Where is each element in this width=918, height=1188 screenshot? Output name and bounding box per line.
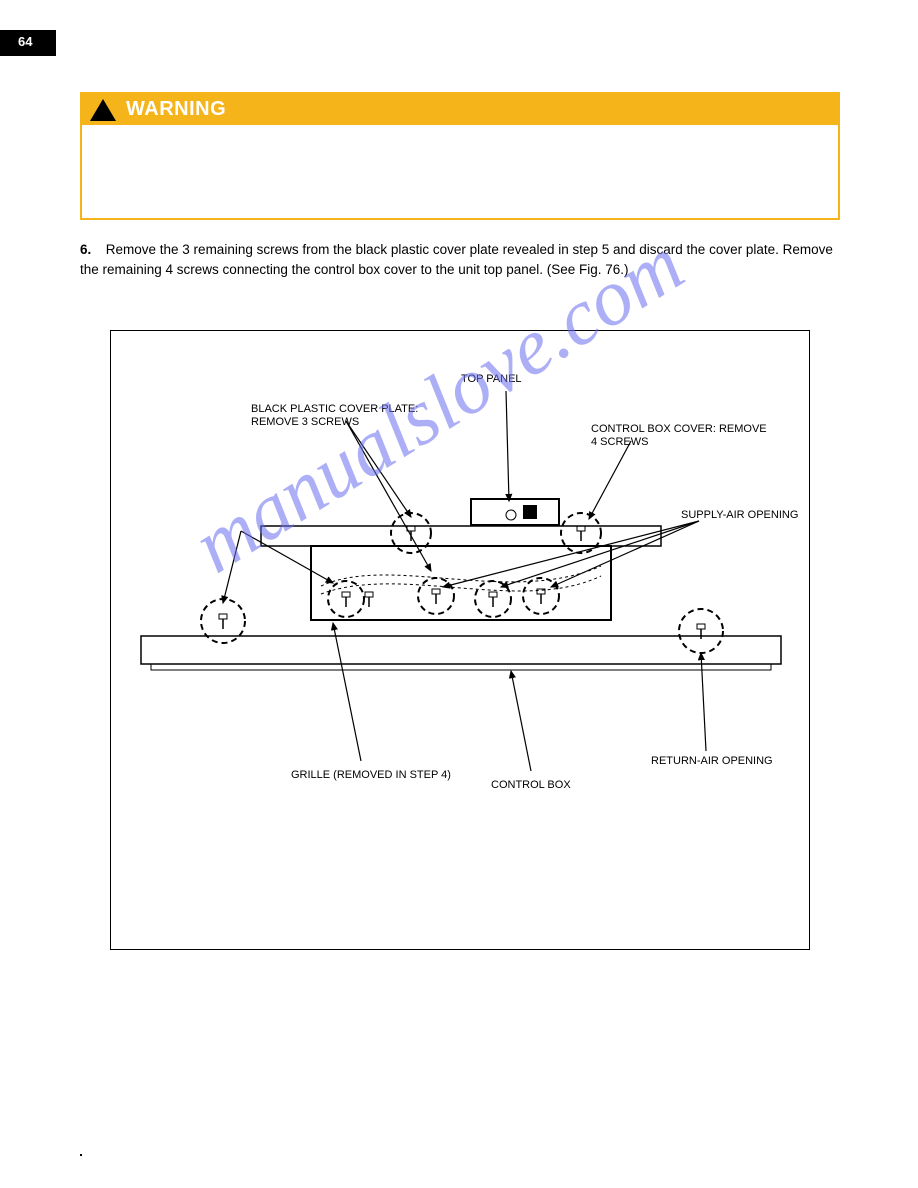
step-body: Remove the 3 remaining screws from the b… bbox=[80, 242, 833, 277]
fig-label-tl: BLACK PLASTIC COVER PLATE: REMOVE 3 SCRE… bbox=[251, 403, 421, 428]
step-text: 6. Remove the 3 remaining screws from th… bbox=[80, 240, 840, 279]
warning-icon bbox=[90, 99, 116, 121]
warning-box: WARNING Personal Injury Hazard. Failure … bbox=[80, 92, 840, 220]
fig-label-tr: CONTROL BOX COVER: REMOVE 4 SCREWS bbox=[591, 423, 771, 448]
footer-bar bbox=[80, 1154, 82, 1156]
warning-line1: Failure to follow this warning could res… bbox=[96, 153, 824, 170]
fig-label-r1: SUPPLY-AIR OPENING bbox=[681, 509, 801, 522]
fig-label-br: RETURN-AIR OPENING bbox=[651, 755, 801, 768]
fig-label-top: TOP PANEL bbox=[461, 373, 601, 386]
page-number: 64 bbox=[18, 34, 32, 49]
warning-line2: Disconnect all electrical power to the i… bbox=[96, 170, 824, 204]
page: 64 WARNING Personal Injury Hazard. Failu… bbox=[0, 0, 918, 1188]
fig-label-bl: GRILLE (REMOVED IN STEP 4) bbox=[291, 769, 461, 782]
fig-label-bc: CONTROL BOX bbox=[491, 779, 611, 792]
warning-lead: Personal Injury Hazard. bbox=[96, 135, 824, 153]
warning-title: WARNING bbox=[126, 98, 226, 121]
figure-frame: BLACK PLASTIC COVER PLATE: REMOVE 3 SCRE… bbox=[110, 330, 810, 950]
step-number: 6. bbox=[80, 240, 102, 260]
warning-header: WARNING bbox=[82, 94, 838, 125]
warning-body: Personal Injury Hazard. Failure to follo… bbox=[82, 125, 838, 218]
